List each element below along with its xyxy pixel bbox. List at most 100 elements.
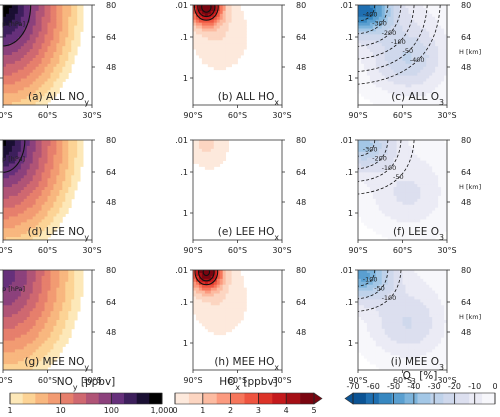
- heat-cell: [399, 172, 403, 176]
- heat-cell: [358, 55, 362, 59]
- heat-cell: [32, 99, 37, 103]
- heat-cell: [68, 10, 72, 15]
- heat-cell: [408, 99, 412, 103]
- heat-cell: [68, 160, 72, 164]
- heat-cell: [387, 175, 392, 179]
- heat-cell: [231, 22, 235, 26]
- heat-cell: [369, 222, 374, 226]
- heat-cell: [56, 163, 60, 167]
- heat-cell: [38, 84, 42, 88]
- heat-cell: [26, 198, 31, 203]
- heat-cell: [408, 5, 412, 9]
- heat-cell: [390, 5, 394, 9]
- heat-cell: [414, 87, 418, 91]
- heat-cell: [358, 195, 362, 200]
- heat-cell: [17, 187, 22, 191]
- heat-cell: [219, 66, 224, 71]
- heat-cell: [32, 302, 37, 306]
- contour-line: [358, 140, 402, 182]
- heat-cell: [429, 160, 433, 164]
- heat-cell: [23, 7, 28, 12]
- heat-cell: [11, 328, 16, 333]
- heat-cell: [50, 178, 54, 182]
- heat-cell: [59, 142, 63, 147]
- heat-cell: [23, 299, 28, 303]
- heat-cell: [444, 166, 447, 170]
- heat-cell: [3, 99, 7, 103]
- heat-cell: [32, 290, 37, 294]
- heat-cell: [435, 90, 439, 94]
- heat-cell: [14, 96, 19, 100]
- heat-cell: [411, 237, 415, 240]
- heat-cell: [8, 296, 13, 300]
- heat-cell: [369, 93, 374, 97]
- heat-cell: [35, 293, 39, 297]
- heat-cell: [358, 190, 362, 194]
- heat-cell: [35, 187, 39, 191]
- heat-cell: [38, 337, 42, 341]
- heat-cell: [14, 328, 19, 333]
- heat-cell: [396, 22, 400, 26]
- panel-d: (d) LEE NOy90°S60°S30°S.01.11p [hPa]8064…: [0, 136, 116, 255]
- heat-cell: [393, 43, 397, 47]
- heat-cell: [396, 169, 400, 173]
- heat-cell: [3, 337, 7, 341]
- heat-cell: [5, 154, 10, 159]
- heat-cell: [429, 66, 433, 71]
- heat-cell: [62, 34, 66, 38]
- heat-cell: [438, 154, 442, 159]
- heat-cell: [62, 172, 66, 176]
- heat-cell: [441, 145, 445, 150]
- heat-cell: [213, 145, 218, 150]
- heat-cell: [3, 187, 7, 191]
- heat-cell: [11, 75, 16, 79]
- heat-cell: [417, 187, 421, 191]
- heat-cell: [375, 213, 380, 217]
- heat-cell: [74, 43, 78, 47]
- heat-cell: [62, 66, 66, 71]
- heat-cell: [423, 78, 427, 82]
- heat-cell: [74, 16, 78, 21]
- heat-cell: [20, 317, 25, 321]
- y-tick-label: .1: [345, 168, 353, 177]
- heat-cell: [62, 272, 66, 277]
- heat-cell: [414, 140, 418, 144]
- heat-cell: [11, 181, 16, 185]
- heat-cell: [420, 49, 424, 53]
- heat-cell: [38, 322, 42, 327]
- heat-cell: [375, 10, 380, 15]
- heat-cell: [71, 322, 75, 327]
- heat-cell: [216, 145, 221, 150]
- heat-cell: [47, 334, 51, 339]
- heat-cell: [38, 13, 42, 18]
- heat-cell: [378, 57, 383, 62]
- heat-cell: [26, 225, 31, 229]
- heat-cell: [44, 78, 48, 82]
- heat-cell: [363, 219, 368, 223]
- heat-cell: [29, 72, 34, 76]
- heat-cell: [399, 84, 403, 88]
- heat-cell: [56, 302, 60, 306]
- heat-cell: [372, 25, 377, 29]
- heat-cell: [387, 102, 392, 105]
- heat-cell: [41, 60, 45, 65]
- heat-cell: [393, 225, 397, 229]
- heat-cell: [396, 195, 400, 200]
- heat-cell: [193, 19, 197, 24]
- heat-cell: [17, 317, 22, 321]
- heat-cell: [420, 87, 424, 91]
- heat-cell: [201, 145, 206, 150]
- heat-cell: [441, 187, 445, 191]
- heat-cell: [366, 57, 371, 62]
- heat-cell: [438, 160, 442, 164]
- heat-cell: [56, 192, 60, 197]
- height-tick-label: 80: [461, 136, 471, 145]
- heat-cell: [50, 93, 54, 97]
- heat-cell: [11, 140, 16, 144]
- heat-cell: [44, 37, 48, 41]
- heat-cell: [444, 57, 447, 62]
- heat-cell: [432, 90, 436, 94]
- heat-cell: [204, 157, 209, 161]
- heat-cell: [408, 81, 412, 85]
- heatmap-cells: [358, 5, 447, 105]
